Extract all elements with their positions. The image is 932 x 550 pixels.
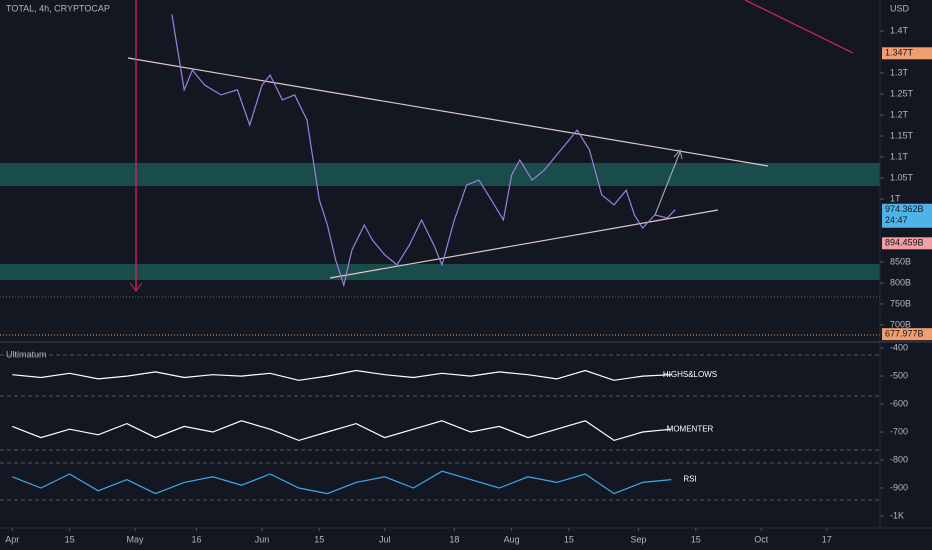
y-tick-label: 1.15T bbox=[890, 130, 914, 140]
price-marker bbox=[882, 47, 932, 60]
arrow-head bbox=[129, 282, 143, 292]
y-tick-label: 1T bbox=[890, 193, 901, 203]
x-tick-label: Apr bbox=[5, 534, 19, 544]
y-tick-label: 1.25T bbox=[890, 88, 914, 98]
price-marker bbox=[882, 203, 932, 228]
x-tick-label: 15 bbox=[691, 534, 701, 544]
trendline bbox=[744, 0, 854, 54]
price-marker bbox=[882, 328, 932, 341]
x-tick-label: 15 bbox=[314, 534, 324, 544]
trendline bbox=[329, 209, 719, 279]
symbol: TOTAL, 4h, CRYPTOCAP bbox=[6, 3, 110, 13]
y-tick-label: 1.4T bbox=[890, 25, 909, 35]
x-tick-label: 18 bbox=[449, 534, 459, 544]
y-tick-label: -600 bbox=[890, 398, 908, 408]
y-tick-label: 1.2T bbox=[890, 109, 909, 119]
price-marker-label: 1.347T bbox=[885, 48, 914, 58]
currency: USD bbox=[890, 3, 910, 13]
arrow bbox=[654, 151, 681, 216]
zone bbox=[0, 163, 880, 186]
line bbox=[12, 470, 672, 495]
countdown: 24:47 bbox=[885, 215, 908, 225]
y-tick-label: -1K bbox=[890, 510, 904, 520]
x-tick-label: Aug bbox=[504, 534, 520, 544]
y-tick-label: -700 bbox=[890, 426, 908, 436]
price-marker bbox=[882, 237, 932, 250]
series-label: HIGHS&LOWS bbox=[663, 370, 717, 379]
price-marker-label: 677.977B bbox=[885, 329, 924, 339]
y-tick-label: 700B bbox=[890, 319, 911, 329]
y-tick-label: -900 bbox=[890, 482, 908, 492]
y-tick-label: 1.1T bbox=[890, 151, 909, 161]
y-tick-label: 1.05T bbox=[890, 172, 914, 182]
price-marker-label: 974.362B bbox=[885, 204, 924, 214]
y-tick-label: -800 bbox=[890, 454, 908, 464]
line bbox=[12, 420, 672, 442]
trendline bbox=[127, 57, 769, 167]
x-tick-label: Sep bbox=[631, 534, 647, 544]
y-tick-label: 750B bbox=[890, 298, 911, 308]
series-label: RSI bbox=[683, 475, 696, 484]
zone bbox=[0, 264, 880, 280]
y-tick-label: 850B bbox=[890, 256, 911, 266]
line bbox=[12, 369, 672, 381]
x-tick-label: 16 bbox=[191, 534, 201, 544]
arrow-head bbox=[673, 148, 683, 160]
x-tick-label: 17 bbox=[822, 534, 832, 544]
price-marker-label: 894.459B bbox=[885, 238, 924, 248]
y-tick-label: -400 bbox=[890, 342, 908, 352]
x-tick-label: 15 bbox=[564, 534, 574, 544]
x-tick-label: Oct bbox=[754, 534, 769, 544]
x-tick-label: Jul bbox=[379, 534, 391, 544]
series-label: MOMENTER bbox=[667, 424, 714, 433]
y-tick-label: 800B bbox=[890, 277, 911, 287]
x-tick-label: 15 bbox=[65, 534, 75, 544]
y-tick-label: -500 bbox=[890, 370, 908, 380]
x-tick-label: Jun bbox=[255, 534, 270, 544]
x-tick-label: May bbox=[127, 534, 145, 544]
y-tick-label: 1.3T bbox=[890, 67, 909, 77]
guides bbox=[0, 354, 880, 501]
indicator-title: Ultimatum bbox=[6, 349, 47, 359]
line bbox=[171, 14, 676, 288]
